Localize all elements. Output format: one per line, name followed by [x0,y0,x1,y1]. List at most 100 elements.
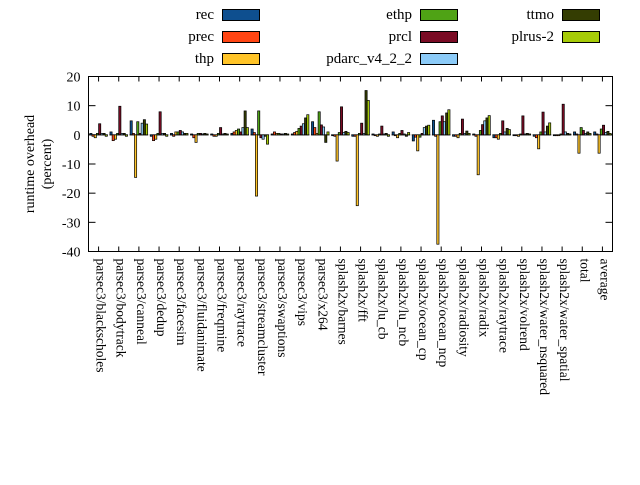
legend-label-ethp: ethp [386,6,412,23]
bar-thp-average [597,134,601,154]
bar-ttmo-splash2x/lu_ncb [404,134,408,137]
bar-thp-parsec3/dedup [154,134,158,140]
bar-thp-splash2x/lu_cb [375,134,379,137]
x-tick-label: splash2x/raytrace [497,259,512,353]
x-tick-label: parsec3/dedup [154,259,169,337]
bar-plrus-2-splash2x/lu_ncb [407,132,411,136]
x-tick-label: splash2x/lu_cb [376,259,391,340]
bar-ethp-parsec3/x264 [317,111,321,136]
bar-ttmo-splash2x/lu_cb [384,133,388,136]
legend-swatch-ttmo [562,9,600,21]
bar-plrus-2-splash2x/lu_cb [386,134,390,137]
bar-prcl-splash2x/water_nsquared [541,111,545,136]
bar-rec-splash2x/lu_cb [371,133,375,136]
legend-item-ttmo: ttmo [404,7,600,23]
legend-label-prcl: prcl [388,28,412,45]
legend-swatch-rec [222,9,260,21]
y-tick-label: -40 [62,246,81,261]
y-tick-label: -20 [62,187,81,202]
bar-pdarc_v4_2_2-parsec3/x264 [322,126,326,136]
bar-plrus-2-parsec3/freqmine [225,133,229,136]
legend-item-prec: prec [64,29,260,45]
bar-thp-parsec3/freqmine [214,134,218,137]
x-tick-label: splash2x/water_nsquared [537,259,552,396]
bar-plrus-2-splash2x/raytrace [507,129,511,136]
legend-label-ttmo: ttmo [526,6,554,23]
bar-plrus-2-total [588,133,592,136]
legend-label-thp: thp [194,50,214,67]
bar-prcl-splash2x/lu_ncb [400,130,404,136]
bar-plrus-2-splash2x/water_nsquared [548,122,552,136]
x-tick-label: parsec3/raytrace [235,259,250,347]
legend-swatch-thp [222,53,260,65]
bar-rec-splash2x/lu_ncb [391,131,395,136]
bar-plrus-2-parsec3/blackscholes [104,134,108,137]
y-axis-label: runtime overhead [23,115,38,213]
bar-thp-parsec3/canneal [134,134,138,178]
bar-ethp-splash2x/ocean_cp [418,134,422,138]
bar-thp-splash2x/water_nsquared [537,134,541,150]
bar-prcl-parsec3/freqmine [219,127,223,136]
bar-rec-average [593,131,597,136]
bar-rec-parsec3/facesim [170,133,173,136]
x-tick-label: splash2x/volrend [517,259,532,351]
bar-pdarc_v4_2_2-splash2x/lu_ncb [402,133,406,136]
x-tick-label: splash2x/radiosity [456,259,471,357]
bar-prcl-splash2x/water_spatial [561,103,565,136]
y-tick-label: 20 [67,71,81,86]
x-tick-label: parsec3/canneal [134,259,149,345]
bar-prcl-splash2x/barnes [340,106,343,136]
bar-thp-total [577,134,581,154]
x-tick-label: average [597,259,612,301]
bar-thp-parsec3/bodytrack [113,134,117,140]
bar-plrus-2-splash2x/barnes [346,132,350,136]
bar-thp-splash2x/radiosity [456,134,460,139]
y-axis-label: (percent) [40,138,55,189]
legend-swatch-pdarc_v4_2_2 [420,53,458,65]
bar-rec-parsec3/canneal [129,120,133,136]
legend-label-plrus-2: plrus-2 [511,28,555,45]
bar-plrus-2-splash2x/water_spatial [568,133,572,136]
x-tick-label: parsec3/blackscholes [94,259,109,373]
bar-rec-parsec3/blackscholes [89,133,93,136]
bar-rec-parsec3/bodytrack [109,131,113,136]
bar-plrus-2-parsec3/fluidanimate [205,133,209,136]
chart-legend: rec ethp ttmo prec prcl plrus-2 thp pdarc_v4_2_… [0,0,640,72]
bar-prcl-total [581,130,585,136]
bar-plrus-2-parsec3/x264 [326,131,330,136]
bar-plrus-2-parsec3/raytrace [245,127,249,136]
bar-ttmo-parsec3/x264 [324,134,328,143]
x-tick-label: splash2x/ocean_ncp [436,259,451,368]
bar-ttmo-parsec3/bodytrack [122,133,126,136]
bar-plrus-2-splash2x/radix [487,115,491,136]
bar-prcl-splash2x/raytrace [501,120,505,136]
bar-thp-splash2x/ocean_cp [416,134,420,152]
bar-rec-parsec3/fluidanimate [190,133,194,136]
bar-prcl-splash2x/fft [360,122,364,136]
bar-ttmo-parsec3/blackscholes [102,133,106,136]
bar-thp-parsec3/streamcluster [255,134,258,197]
bar-plrus-2-splash2x/fft [366,100,370,136]
bar-plrus-2-splash2x/radiosity [467,133,471,136]
bar-prcl-splash2x/lu_cb [380,125,384,136]
x-tick-label: parsec3/x264 [315,259,330,331]
bar-plrus-2-splash2x/volrend [528,133,531,136]
bar-thp-splash2x/fft [355,134,359,207]
bar-rec-total [573,131,577,136]
bar-thp-splash2x/volrend [517,134,520,137]
legend-item-ethp: ethp [262,7,458,23]
x-tick-label: parsec3/facesim [174,259,189,346]
bar-ethp-parsec3/streamcluster [257,110,261,136]
bar-prec-parsec3/canneal [131,133,135,136]
x-tick-label: splash2x/fft [356,259,371,323]
legend-item-rec: rec [64,7,260,23]
bar-pdarc_v4_2_2-parsec3/streamcluster [261,134,265,140]
bar-prcl-parsec3/blackscholes [98,123,102,136]
bar-prcl-parsec3/bodytrack [118,105,122,136]
bar-plrus-2-parsec3/vips [306,114,310,136]
bar-thp-splash2x/lu_ncb [396,134,400,139]
x-tick-label: splash2x/ocean_cp [416,259,431,361]
y-tick-label: 10 [67,100,81,115]
